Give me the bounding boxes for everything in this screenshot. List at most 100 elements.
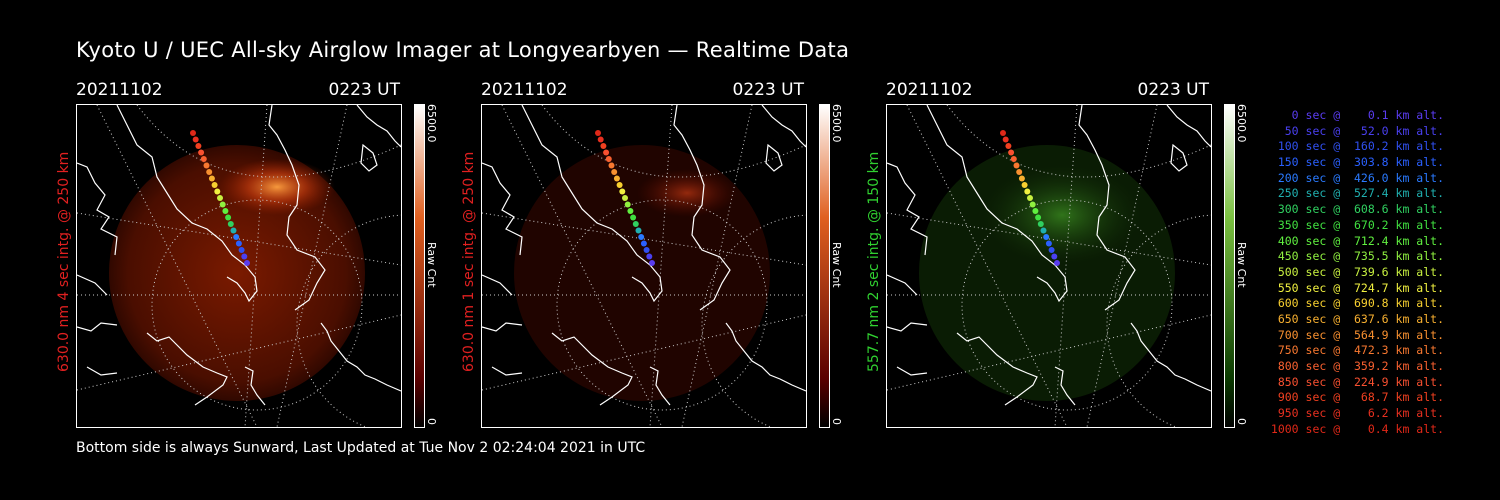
track-point	[1054, 260, 1060, 266]
track-point	[1010, 156, 1017, 162]
panel-2-sky-map	[482, 105, 806, 427]
track-point	[1013, 162, 1020, 169]
track-point	[1002, 136, 1009, 143]
legend-row: 500 sec @ 739.6 km alt.	[1277, 264, 1444, 279]
track-point	[643, 247, 650, 253]
track-point	[235, 240, 242, 247]
legend-row: 350 sec @ 670.2 km alt.	[1277, 217, 1444, 232]
legend-row: 800 sec @ 359.2 km alt.	[1277, 359, 1444, 373]
track-point	[203, 162, 210, 169]
panel-2-side-label: 630.0 nm 1 sec intg. @ 250 km	[461, 151, 477, 372]
legend-row: 300 sec @ 608.6 km alt.	[1277, 202, 1444, 217]
track-point	[595, 130, 601, 136]
track-point	[1018, 175, 1025, 182]
track-point	[624, 201, 631, 208]
panel-1-colorbar	[414, 104, 425, 428]
panel-2-date: 20211102	[481, 80, 568, 100]
track-point	[616, 182, 623, 188]
legend-row: 1000 sec @ 0.4 km alt.	[1270, 421, 1444, 436]
altitude-legend: 0 sec @ 0.1 km alt. 50 sec @ 52.0 km alt.…	[1258, 108, 1444, 437]
track-point	[190, 130, 196, 136]
panel-2-colorbar-max: 6500.0	[830, 104, 843, 143]
track-point	[225, 214, 232, 221]
track-point	[1000, 130, 1006, 136]
panel-1-image[interactable]	[76, 104, 402, 428]
track-point	[1040, 227, 1047, 234]
panel-3-colorbar-max: 6500.0	[1235, 104, 1248, 143]
track-point	[198, 149, 205, 156]
legend-row: 900 sec @ 68.7 km alt.	[1277, 390, 1444, 405]
track-point	[640, 240, 647, 247]
legend-row: 150 sec @ 303.8 km alt.	[1277, 155, 1444, 170]
panel-1-colorbar-unit: Raw Cnt	[425, 242, 438, 288]
track-point	[217, 195, 223, 201]
track-point	[200, 156, 207, 162]
track-point	[611, 169, 618, 175]
panel-2-colorbar-min: 0	[830, 418, 843, 425]
track-point	[227, 221, 234, 227]
legend-row: 550 sec @ 724.7 km alt.	[1277, 280, 1444, 295]
panel-1-colorbar-max: 6500.0	[425, 104, 438, 143]
panel-3-colorbar	[1224, 104, 1235, 428]
panel-1-side-label: 630.0 nm 4 sec intg. @ 250 km	[56, 151, 72, 372]
track-point	[230, 227, 237, 234]
track-point	[646, 253, 653, 260]
panel-3-image[interactable]	[886, 104, 1212, 428]
panel-2-colorbar	[819, 104, 830, 428]
legend-row: 700 sec @ 564.9 km alt.	[1277, 327, 1444, 342]
panel-2-image[interactable]	[481, 104, 807, 428]
track-point	[597, 136, 604, 143]
panel-3-colorbar-min: 0	[1235, 418, 1248, 425]
track-point	[600, 143, 607, 149]
track-point	[605, 156, 612, 162]
track-point	[1005, 143, 1012, 149]
track-point	[222, 208, 229, 214]
legend-row: 0 sec @ 0.1 km alt.	[1291, 108, 1444, 122]
track-point	[1008, 149, 1015, 156]
page-title: Kyoto U / UEC All-sky Airglow Imager at …	[76, 38, 850, 62]
track-point	[1035, 214, 1042, 221]
track-point	[238, 247, 245, 253]
panel-3-side-label: 557.7 nm 2 sec intg. @ 150 km	[866, 151, 882, 372]
track-point	[214, 188, 221, 195]
track-point	[1037, 221, 1044, 227]
track-point	[638, 234, 645, 240]
track-point	[1045, 240, 1052, 247]
track-point	[206, 169, 213, 175]
panel-3-sky-map	[887, 105, 1211, 427]
legend-row: 250 sec @ 527.4 km alt.	[1277, 186, 1444, 201]
panel-3-colorbar-unit: Raw Cnt	[1235, 242, 1248, 288]
track-point	[613, 175, 620, 182]
track-point	[627, 208, 634, 214]
track-point	[1051, 253, 1058, 260]
panel-1-colorbar-min: 0	[425, 418, 438, 425]
legend-row: 650 sec @ 637.6 km alt.	[1277, 311, 1444, 326]
legend-row: 50 sec @ 52.0 km alt.	[1284, 123, 1444, 138]
track-point	[233, 234, 240, 240]
legend-row: 200 sec @ 426.0 km alt.	[1277, 170, 1444, 185]
track-point	[195, 143, 202, 149]
panel-2-time: 0223 UT	[732, 80, 805, 100]
track-point	[1027, 195, 1033, 201]
track-point	[208, 175, 215, 182]
track-point	[632, 221, 639, 227]
track-point	[603, 149, 610, 156]
panel-1-time: 0223 UT	[328, 80, 401, 100]
legend-row: 400 sec @ 712.4 km alt.	[1277, 233, 1444, 248]
panel-1-date: 20211102	[76, 80, 163, 100]
track-point	[630, 214, 637, 221]
track-point	[192, 136, 199, 143]
track-point	[1029, 201, 1036, 208]
legend-row: 750 sec @ 472.3 km alt.	[1277, 343, 1444, 358]
track-point	[649, 260, 655, 266]
track-point	[241, 253, 248, 260]
panel-1-sky-map	[77, 105, 401, 427]
legend-row: 950 sec @ 6.2 km alt.	[1277, 406, 1444, 421]
panel-3-time: 0223 UT	[1137, 80, 1210, 100]
track-point	[1021, 182, 1028, 188]
legend-row: 600 sec @ 690.8 km alt.	[1277, 296, 1444, 311]
legend-row: 100 sec @ 160.2 km alt.	[1277, 139, 1444, 154]
track-point	[1043, 234, 1050, 240]
legend-row: 850 sec @ 224.9 km alt.	[1277, 374, 1444, 389]
track-point	[619, 188, 626, 195]
